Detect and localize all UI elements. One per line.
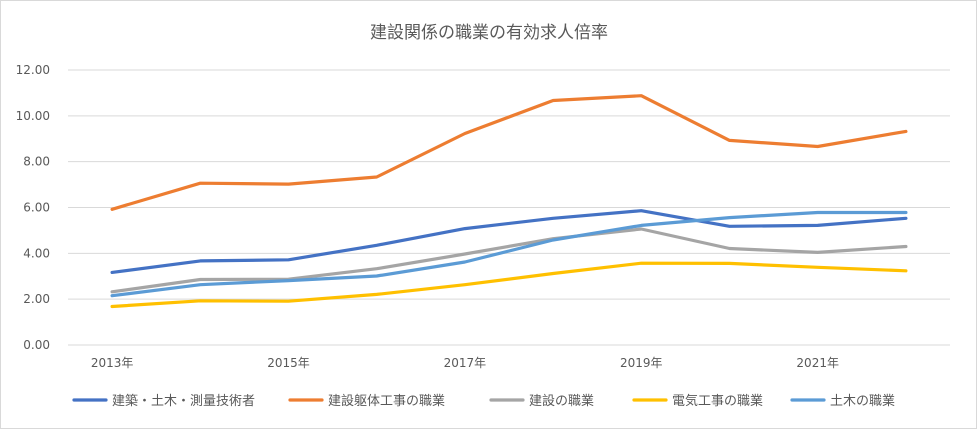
y-tick-label: 4.00 [23, 246, 50, 260]
legend-item: 建築・土木・測量技術者 [72, 394, 255, 409]
legend-label: 建設の職業 [529, 393, 594, 409]
x-tick-label: 2019年 [620, 356, 663, 370]
legend-item: 建設の職業 [489, 393, 594, 409]
series-lines [110, 94, 908, 309]
legend-label: 建築・土木・測量技術者 [112, 394, 255, 409]
x-tick-label: 2017年 [444, 356, 487, 370]
y-tick-label: 0.00 [23, 338, 50, 352]
series-line-1 [110, 209, 908, 274]
legend-item: 電気工事の職業 [632, 393, 763, 409]
y-tick-label: 10.00 [16, 109, 50, 123]
legend-label: 建設躯体工事の職業 [328, 393, 445, 409]
x-tick-label: 2015年 [267, 356, 310, 370]
chart-title: 建設関係の職業の有効求人倍率 [370, 23, 608, 43]
x-tick-label: 2013年 [91, 356, 134, 370]
series-line-4 [110, 261, 908, 309]
x-axis-tick-labels: 2013年 2015年 2017年 2019年 2021年 [91, 356, 839, 370]
y-tick-label: 8.00 [23, 155, 50, 169]
legend-label: 土木の職業 [830, 393, 895, 409]
y-axis-tick-labels: 0.00 2.00 4.00 6.00 8.00 10.00 12.00 [16, 63, 50, 352]
y-tick-label: 2.00 [23, 292, 50, 306]
legend-item: 土木の職業 [790, 393, 895, 409]
y-tick-label: 6.00 [23, 201, 50, 215]
legend-label: 電気工事の職業 [672, 393, 763, 409]
legend-item: 建設躯体工事の職業 [288, 393, 445, 409]
series-line-3 [110, 227, 908, 294]
x-tick-label: 2021年 [796, 356, 839, 370]
y-tick-label: 12.00 [16, 63, 50, 77]
legend: 建築・土木・測量技術者 建設躯体工事の職業 建設の職業 電気工事の職業 土木の職業 [72, 393, 895, 409]
series-line-5 [110, 210, 908, 298]
gridlines [68, 69, 950, 346]
series-line-2 [110, 94, 908, 211]
